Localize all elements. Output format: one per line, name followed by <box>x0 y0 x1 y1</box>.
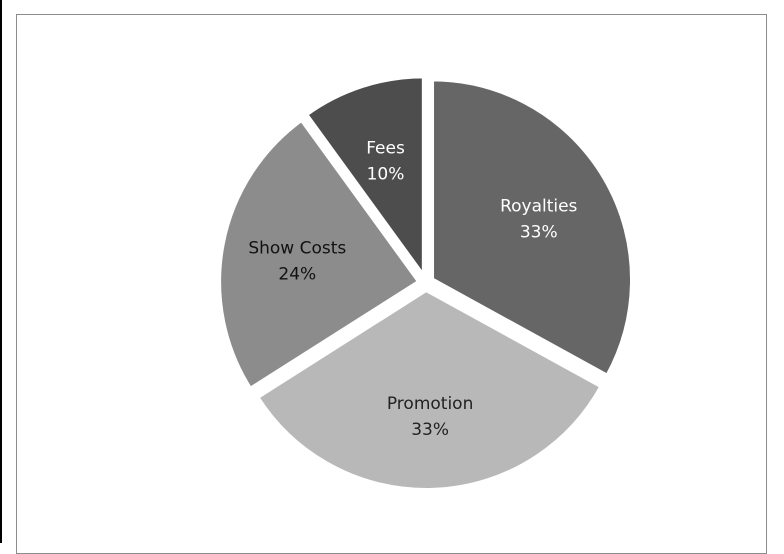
pie-slice-fees <box>303 74 426 283</box>
slice-percent-label: 24% <box>278 264 316 284</box>
chart-area: Royalties 33% Promotion 33% Show Costs 24% Fee… <box>16 14 767 554</box>
slice-percent-label: 33% <box>520 222 558 242</box>
data-label-royalties: Royalties 33% <box>500 196 577 242</box>
slice-category-label: Show Costs <box>248 238 346 258</box>
data-label-promotion: Promotion 33% <box>387 394 474 440</box>
slice-category-label: Fees <box>366 138 405 158</box>
data-label-fees: Fees 10% <box>366 138 405 184</box>
pie-slice-royalties <box>430 77 635 379</box>
page-left-rule <box>0 0 2 543</box>
slices-layer <box>217 74 635 492</box>
labels-layer: Royalties 33% Promotion 33% Show Costs 24% Fee… <box>248 138 577 440</box>
slice-percent-label: 10% <box>367 164 405 184</box>
data-label-show-costs: Show Costs 24% <box>248 238 346 284</box>
pie-slice-show-costs <box>217 117 422 392</box>
slice-category-label: Royalties <box>500 196 577 216</box>
pie-chart: Royalties 33% Promotion 33% Show Costs 24% Fee… <box>217 74 635 492</box>
pie-slice-promotion <box>254 287 605 492</box>
slice-percent-label: 33% <box>411 420 449 440</box>
slice-category-label: Promotion <box>387 394 474 414</box>
